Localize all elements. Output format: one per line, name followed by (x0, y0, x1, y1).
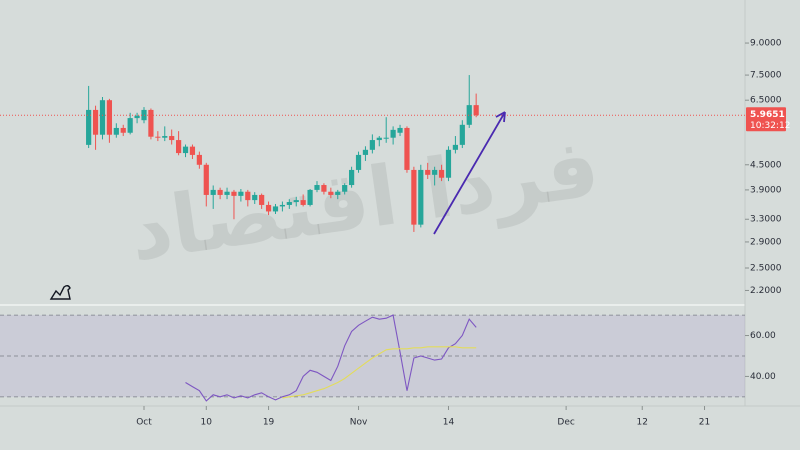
candle-body (452, 144, 459, 150)
candle-body (127, 118, 133, 133)
candle-body (196, 154, 202, 165)
candle-body (224, 191, 230, 195)
y-tick-label: 2.5000 (750, 264, 782, 274)
candle-body (210, 189, 216, 195)
axes: 9.0000 7.5000 6.5000 4.5000 3.9000 3.3000 2.90… (136, 39, 790, 428)
candle-body (418, 169, 424, 225)
candle-body (376, 137, 382, 141)
y-tick-label: 3.3000 (750, 215, 782, 225)
candle-body (411, 169, 417, 225)
logo-icon (49, 285, 71, 300)
candle-body (182, 146, 189, 154)
countdown-label: 10:32:12 (750, 121, 790, 131)
candle-body (99, 100, 106, 135)
candle-body (404, 127, 410, 170)
x-tick-label: Dec (557, 418, 574, 428)
candle-body (328, 191, 334, 195)
x-tick-label: 12 (637, 418, 648, 428)
y-tick-label: 2.2000 (750, 286, 782, 296)
candle-body (238, 191, 244, 196)
candle-body (148, 109, 154, 137)
candle-body (473, 105, 479, 116)
candle-body (314, 185, 320, 190)
candle-body (265, 204, 272, 212)
candle-body (432, 169, 438, 175)
y-tick-label: 3.9000 (750, 185, 782, 195)
candle-body (86, 109, 92, 145)
x-tick-label: 14 (443, 418, 455, 428)
y-tick-label: 2.9000 (750, 237, 782, 247)
y-tick-label: 7.5000 (750, 71, 782, 81)
candle-body (169, 136, 175, 141)
y-tick-label: 4.5000 (750, 160, 782, 170)
trend-arrow (433, 111, 506, 235)
candle-body (162, 136, 168, 138)
x-tick-label: Oct (136, 418, 152, 428)
candle-body (176, 140, 182, 154)
y-tick-label: 9.0000 (750, 39, 782, 49)
rsi-panel (0, 314, 745, 402)
candle-body (155, 136, 161, 138)
candle-body (362, 149, 369, 155)
candle-body (438, 169, 445, 178)
candle-body (390, 129, 396, 138)
y-tick-label: 6.5000 (750, 96, 782, 106)
candle-body (369, 140, 375, 150)
x-tick-label: Nov (350, 418, 368, 428)
candle-body (272, 206, 279, 212)
candle-body (459, 124, 465, 145)
y-tick-label: 40.00 (750, 372, 776, 382)
candle-body (134, 115, 140, 119)
candle-body (335, 191, 341, 195)
logo (49, 285, 71, 300)
candle-body (217, 189, 223, 195)
candle-body (231, 191, 237, 196)
candle-body (349, 169, 355, 186)
x-tick-label: 19 (263, 418, 275, 428)
last-price-label: 5.9651 (750, 110, 785, 120)
candle-body (300, 200, 306, 205)
rsi-line (282, 346, 477, 399)
candle-body (425, 169, 431, 175)
rsi-line (185, 314, 477, 402)
candle-body (113, 127, 119, 135)
candle-body (120, 127, 126, 133)
candle-body (259, 194, 265, 205)
candle-body (383, 137, 389, 139)
y-tick-label: 60.00 (750, 331, 776, 341)
candle-body (286, 202, 292, 205)
last-price-box (746, 107, 786, 132)
candle-body (445, 149, 452, 178)
candle-body (203, 164, 209, 195)
candle-body (189, 146, 196, 155)
candle-body (92, 109, 99, 135)
candle-body (252, 194, 258, 201)
x-tick-label: 21 (699, 418, 710, 428)
candle-body (279, 204, 286, 207)
price-panel (0, 75, 745, 232)
x-tick-label: 10 (201, 418, 213, 428)
candle-body (245, 191, 251, 201)
candle-body (293, 200, 299, 203)
candle-body (466, 105, 472, 125)
candle-body (307, 189, 313, 205)
candle-body (397, 127, 403, 133)
candle-body (321, 185, 327, 192)
candle-body (355, 154, 362, 170)
candle-body (106, 100, 113, 135)
candle-body (342, 185, 348, 192)
